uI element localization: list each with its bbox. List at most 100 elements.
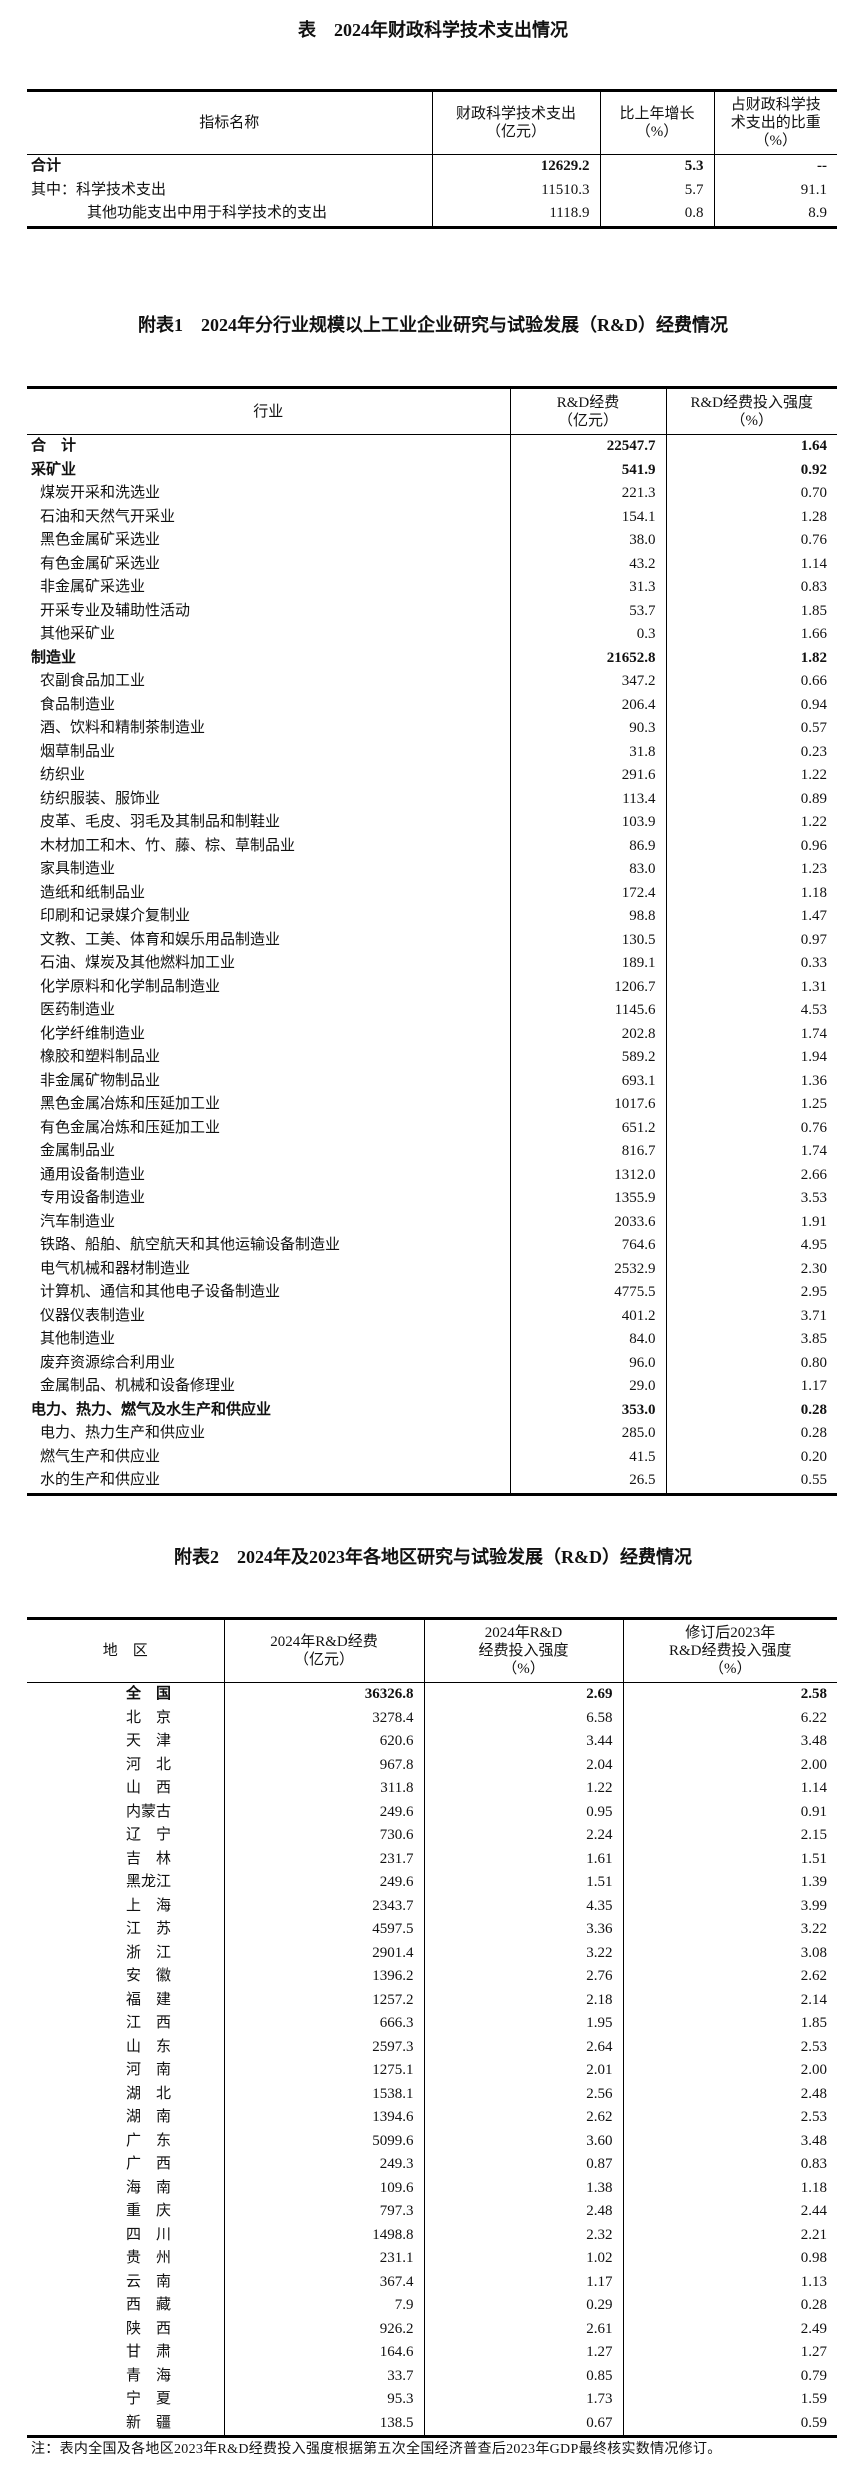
cell-v2: 2.62 xyxy=(423,2106,623,2130)
row-label: 木材加工和木、竹、藤、棕、草制品业 xyxy=(40,837,296,854)
row-label: 汽车制造业 xyxy=(40,1213,116,1230)
table-row: 燃气生产和供应业 41.5 0.20 xyxy=(27,1445,837,1469)
cell-v1: 84.0 xyxy=(509,1328,666,1352)
row-label: 化学原料和化学制品制造业 xyxy=(40,978,221,995)
table-row: 通用设备制造业 1312.0 2.66 xyxy=(27,1163,837,1187)
cell-v2: 4.95 xyxy=(665,1234,837,1258)
cell-v1: 231.7 xyxy=(223,1847,424,1871)
cell-v2: 1.64 xyxy=(665,434,837,459)
cell-v2: 1.17 xyxy=(665,1375,837,1399)
cell-v2: 1.25 xyxy=(665,1093,837,1117)
cell-v1: 4597.5 xyxy=(223,1918,424,1942)
table-row: 重 庆 797.3 2.48 2.44 xyxy=(27,2200,837,2224)
row-label: 金属制品业 xyxy=(40,1143,116,1159)
cell-v1: 797.3 xyxy=(223,2200,424,2224)
cell-v2: 0.96 xyxy=(665,834,837,858)
cell-v3: 1.27 xyxy=(622,2341,837,2365)
table-row: 铁路、船舶、航空航天和其他运输设备制造业 764.6 4.95 xyxy=(27,1234,837,1258)
table-row: 文教、工美、体育和娱乐用品制造业 130.5 0.97 xyxy=(27,928,837,952)
row-label: 其中：科学技术支出 xyxy=(31,181,167,198)
cell-v3: 1.18 xyxy=(622,2176,837,2200)
cell-v2: 1.14 xyxy=(665,552,837,576)
cell-v3: 1.85 xyxy=(622,2012,837,2036)
row-label: 湖 北 xyxy=(126,2085,172,2102)
cell-v1: 2532.9 xyxy=(509,1257,666,1281)
row-label: 电气机械和器材制造业 xyxy=(40,1260,191,1277)
table-row: 其他采矿业 0.3 1.66 xyxy=(27,623,837,647)
table-row: 陕 西 926.2 2.61 2.49 xyxy=(27,2317,837,2341)
cell-v3: 2.44 xyxy=(622,2200,837,2224)
cell-v1: 1017.6 xyxy=(509,1093,666,1117)
cell-v1: 1257.2 xyxy=(223,1988,424,2012)
cell-v1: 138.5 xyxy=(223,2411,424,2438)
row-label: 水的生产和供应业 xyxy=(27,1469,510,1496)
cell-v1: 231.1 xyxy=(223,2247,424,2271)
cell-v2: 2.64 xyxy=(423,2035,623,2059)
table-row: 新 疆 138.5 0.67 0.59 xyxy=(27,2411,837,2438)
row-label: 皮革、毛皮、羽毛及其制品和制鞋业 xyxy=(40,814,281,830)
table-row: 上 海 2343.7 4.35 3.99 xyxy=(27,1894,837,1918)
table-row: 水的生产和供应业 26.5 0.55 xyxy=(27,1469,837,1496)
row-label: 吉 林 xyxy=(126,1850,172,1867)
cell-v1: 285.0 xyxy=(509,1422,666,1446)
cell-v2: 2.95 xyxy=(665,1281,837,1305)
table-row: 宁 夏 95.3 1.73 1.59 xyxy=(27,2388,837,2412)
cell-v1: 311.8 xyxy=(223,1777,424,1801)
table-row: 湖 北 1538.1 2.56 2.48 xyxy=(27,2082,837,2106)
table-row: 黑龙江 249.6 1.51 1.39 xyxy=(27,1871,837,1895)
header-region: 地 区 xyxy=(27,1618,224,1683)
table-row: 纺织业 291.6 1.22 xyxy=(27,764,837,788)
cell-v2: 1.23 xyxy=(665,858,837,882)
row-label: 燃气生产和供应业 xyxy=(40,1448,161,1465)
table-row: 皮革、毛皮、羽毛及其制品和制鞋业 103.9 1.22 xyxy=(27,811,837,835)
cell-v2: 3.53 xyxy=(665,1187,837,1211)
row-label: 广 东 xyxy=(126,2132,172,2149)
row-label: 海 南 xyxy=(126,2179,172,2196)
table-row: 广 东 5099.6 3.60 3.48 xyxy=(27,2129,837,2153)
cell-v3: -- xyxy=(713,154,837,179)
row-label: 福 建 xyxy=(126,1991,172,2008)
cell-v2: 0.76 xyxy=(665,1116,837,1140)
row-label: 煤炭开采和洗选业 xyxy=(40,485,161,501)
row-label: 农副食品加工业 xyxy=(40,673,146,689)
cell-v3: 0.28 xyxy=(622,2294,837,2318)
cell-v2: 1.95 xyxy=(423,2012,623,2036)
table-row: 江 苏 4597.5 3.36 3.22 xyxy=(27,1918,837,1942)
cell-v3: 3.99 xyxy=(622,1894,837,1918)
table-row: 木材加工和木、竹、藤、棕、草制品业 86.9 0.96 xyxy=(27,834,837,858)
table-row: 造纸和纸制品业 172.4 1.18 xyxy=(27,881,837,905)
cell-v2: 2.69 xyxy=(423,1682,623,1707)
cell-v2: 0.23 xyxy=(665,740,837,764)
header-share: 占财政科学技 术支出的比重 （%） xyxy=(713,90,837,155)
row-label: 河 南 xyxy=(126,2062,172,2078)
cell-v1: 38.0 xyxy=(509,529,666,553)
cell-v1: 5099.6 xyxy=(223,2129,424,2153)
cell-v2: 1.31 xyxy=(665,975,837,999)
table-row: 印刷和记录媒介复制业 98.8 1.47 xyxy=(27,905,837,929)
cell-v3: 3.22 xyxy=(622,1918,837,1942)
cell-v2: 3.44 xyxy=(423,1730,623,1754)
row-label: 江 苏 xyxy=(126,1921,172,1937)
table-row: 化学原料和化学制品制造业 1206.7 1.31 xyxy=(27,975,837,999)
row-label: 河 北 xyxy=(126,1756,172,1773)
table-row: 开采专业及辅助性活动 53.7 1.85 xyxy=(27,599,837,623)
cell-v3: 91.1 xyxy=(713,178,837,202)
cell-v2: 1.22 xyxy=(665,811,837,835)
cell-v2: 1.38 xyxy=(423,2176,623,2200)
cell-v1: 353.0 xyxy=(509,1398,666,1422)
cell-v1: 221.3 xyxy=(509,482,666,506)
cell-v2: 0.66 xyxy=(665,670,837,694)
cell-v1: 1355.9 xyxy=(509,1187,666,1211)
cell-v1: 113.4 xyxy=(509,787,666,811)
cell-v1: 11510.3 xyxy=(431,178,600,202)
cell-v1: 693.1 xyxy=(509,1069,666,1093)
cell-v1: 0.3 xyxy=(509,623,666,647)
cell-v2: 1.22 xyxy=(423,1777,623,1801)
table-row: 辽 宁 730.6 2.24 2.15 xyxy=(27,1824,837,1848)
cell-v2: 1.28 xyxy=(665,505,837,529)
table-row: 青 海 33.7 0.85 0.79 xyxy=(27,2364,837,2388)
table-row: 计算机、通信和其他电子设备制造业 4775.5 2.95 xyxy=(27,1281,837,1305)
cell-v3: 2.62 xyxy=(622,1965,837,1989)
table-row: 采矿业 541.9 0.92 xyxy=(27,458,837,482)
cell-v2: 0.55 xyxy=(665,1469,837,1496)
